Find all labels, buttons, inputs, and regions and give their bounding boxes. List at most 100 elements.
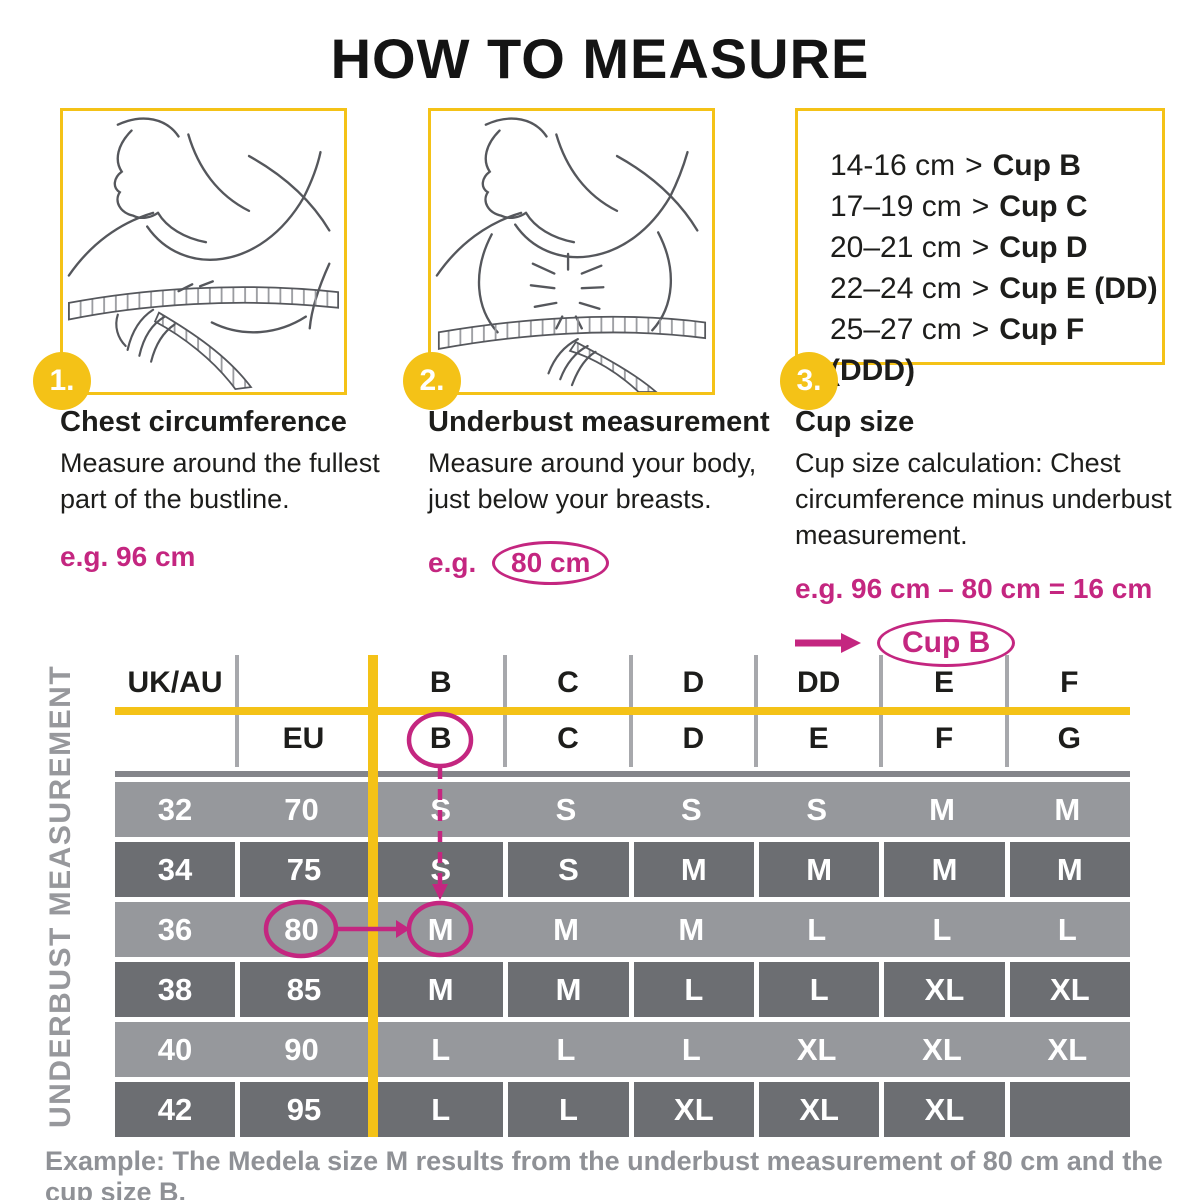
step-3-result: Cup B	[795, 619, 1185, 667]
measuring-illustration-underbust	[435, 117, 707, 392]
size-cell: XL	[879, 962, 1005, 1017]
size-table: UK/AU B C D DD E F EU B C D E F G 32 70 …	[115, 655, 1130, 1137]
illustration-box-chest	[60, 108, 347, 395]
cup-rule-cup: Cup E (DD)	[999, 272, 1158, 305]
step-3-text: Cup size Cup size calculation: Chest cir…	[795, 406, 1185, 667]
table-row-42-95: 42 95 L L XL XL XL	[115, 1082, 1130, 1137]
step-3-formula: e.g. 96 cm – 80 cm = 16 cm	[795, 573, 1153, 604]
size-cell: S	[680, 791, 702, 827]
step-2-body: Measure around your body, just below you…	[428, 448, 757, 514]
header-empty-cell	[235, 655, 368, 711]
size-cell: XL	[922, 1031, 962, 1067]
size-cell: L	[932, 911, 952, 947]
size-cell: XL	[879, 1082, 1005, 1137]
cup-rule-separator: >	[971, 190, 990, 223]
size-cell: M	[553, 911, 579, 947]
eu-size: 90	[284, 1031, 319, 1067]
size-cell: XL	[1047, 1031, 1088, 1067]
header-bottom-rule	[115, 771, 1130, 777]
cup-rule-cup: Cup D	[999, 231, 1088, 264]
size-cell: M	[1004, 842, 1130, 897]
size-cell: M	[628, 842, 754, 897]
example-value-circled: 80 cm	[492, 541, 610, 585]
cup-rule-range: 20–21 cm	[830, 231, 962, 264]
ukau-cup-c: C	[503, 655, 628, 711]
cup-rule-separator: >	[971, 313, 990, 346]
step-2-heading: Underbust measurement	[428, 406, 770, 438]
eu-size: 95	[235, 1082, 368, 1137]
step-badge-3: 3.	[780, 352, 838, 410]
yellow-vertical-rule	[368, 655, 378, 1137]
table-row-40-90: 40 90 L L L XL XL XL	[115, 1022, 1130, 1077]
size-cell: M	[879, 842, 1005, 897]
ukau-cup-b: B	[429, 666, 452, 699]
cup-rule-range: 17–19 cm	[830, 190, 962, 223]
cup-rule-separator: >	[965, 149, 983, 182]
size-cell: S	[555, 791, 577, 827]
step-2-text: Underbust measurement Measure around you…	[428, 406, 773, 585]
cup-rule-cup: Cup F (DDD)	[830, 313, 1085, 387]
eu-cup-g: G	[1004, 711, 1130, 767]
table-row-36-80: 36 80 M M M L L L	[115, 902, 1130, 957]
size-cell: L	[503, 1082, 629, 1137]
table-row-38-85: 38 85 M M L L XL XL	[115, 962, 1130, 1017]
pink-arrow-icon	[795, 633, 861, 653]
example-prefix: e.g.	[428, 547, 477, 578]
header-ukau-label: UK/AU	[127, 666, 223, 699]
result-cup-circled: Cup B	[877, 619, 1016, 667]
ukau-cup-dd: DD	[754, 655, 879, 711]
eu-cup-d: D	[628, 711, 754, 767]
size-cell-empty	[1004, 1082, 1130, 1137]
size-cell: S	[806, 791, 827, 827]
page-title: HOW TO MEASURE	[330, 27, 870, 90]
ukau-cup-e: E	[879, 655, 1004, 711]
header-empty-cell	[115, 711, 235, 767]
ukau-cup-f: F	[1004, 655, 1130, 711]
cup-rule: 22–24 cm > Cup E (DD)	[830, 268, 1162, 309]
cup-rule-cup: Cup C	[999, 190, 1088, 223]
cup-size-rules-box: 14-16 cm > Cup B 17–19 cm > Cup C 20–21 cm > C…	[795, 108, 1165, 387]
step-3-body: Cup size calculation: Chest circumferenc…	[795, 448, 1172, 550]
step-1-text: Chest circumference Measure around the f…	[60, 406, 390, 573]
uk-size: 38	[115, 962, 235, 1017]
size-cell: L	[378, 1082, 504, 1137]
eu-size: 70	[284, 791, 319, 827]
uk-size: 40	[157, 1031, 193, 1067]
table-row-34-75: 34 75 S S M M M M	[115, 842, 1130, 897]
size-cell: L	[807, 911, 827, 947]
size-cell: L	[1057, 911, 1077, 947]
size-cell: L	[628, 962, 754, 1017]
example-prefix: e.g.	[60, 541, 109, 572]
eu-size: 85	[235, 962, 368, 1017]
yellow-horizontal-rule	[115, 707, 1130, 715]
table-row-32-70: 32 70 S S S S M M	[115, 782, 1130, 837]
step-2-example: e.g. 80 cm	[428, 541, 773, 585]
step-1-heading: Chest circumference	[60, 406, 347, 438]
eu-cup-f: F	[879, 711, 1004, 767]
uk-size: 34	[115, 842, 235, 897]
size-cell: XL	[796, 1031, 837, 1067]
size-cell: L	[681, 1031, 701, 1067]
size-cell: M	[754, 842, 880, 897]
eu-cup-b: B	[429, 722, 452, 755]
size-cell: XL	[754, 1082, 880, 1137]
size-cell: S	[378, 842, 504, 897]
header-row-ukau: UK/AU B C D DD E F	[115, 655, 1130, 711]
size-cell: S	[430, 791, 451, 827]
cup-rule-cup: Cup B	[992, 149, 1081, 182]
size-cell: M	[678, 911, 705, 947]
size-cell: M	[929, 791, 955, 827]
underbust-axis-label: UNDERBUST MEASUREMENT	[44, 664, 77, 1128]
eu-cup-c: C	[503, 711, 628, 767]
size-cell: L	[431, 1031, 451, 1067]
size-cell: S	[503, 842, 629, 897]
size-cell: M	[378, 962, 504, 1017]
cup-rule: 14-16 cm > Cup B	[830, 145, 1162, 186]
measuring-illustration-chest	[67, 117, 340, 391]
footer-example-text: Example: The Medela size M results from …	[45, 1146, 1163, 1200]
cup-rule: 25–27 cm > Cup F (DDD)	[830, 309, 1162, 391]
size-cell: XL	[628, 1082, 754, 1137]
ukau-cup-d: D	[628, 655, 754, 711]
step-badge-1: 1.	[33, 352, 91, 410]
